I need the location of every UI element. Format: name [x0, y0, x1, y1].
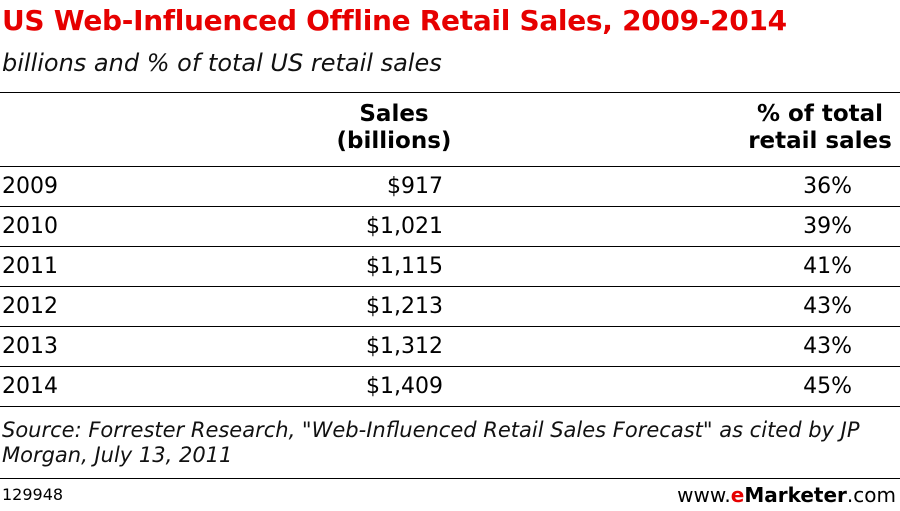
- pct-column-header: % of total retail sales: [740, 101, 900, 155]
- brand-name: Marketer: [744, 483, 847, 507]
- sales-column-header: Sales (billions): [334, 101, 454, 155]
- chart-id: 129948: [2, 485, 64, 504]
- year-cell: 2011: [2, 254, 58, 279]
- row-divider: [0, 366, 900, 367]
- bottom-rule: [0, 478, 900, 479]
- row-divider: [0, 206, 900, 207]
- brand-suffix: .com: [846, 483, 896, 507]
- top-rule: [0, 92, 900, 93]
- sales-header-line2: (billions): [336, 128, 452, 154]
- chart-subtitle: billions and % of total US retail sales: [2, 49, 442, 77]
- sales-cell: $1,312: [366, 334, 443, 359]
- pct-cell: 36%: [803, 174, 852, 199]
- row-divider: [0, 326, 900, 327]
- pct-cell: 43%: [803, 294, 852, 319]
- year-cell: 2014: [2, 374, 58, 399]
- year-cell: 2009: [2, 174, 58, 199]
- pct-header-line2: retail sales: [748, 128, 892, 154]
- sales-cell: $917: [387, 174, 443, 199]
- brand-prefix: www.: [677, 483, 731, 507]
- chart-title: US Web-Influenced Offline Retail Sales, …: [2, 4, 787, 37]
- source-note: Source: Forrester Research, "Web-Influen…: [2, 418, 860, 467]
- sales-header-line1: Sales: [359, 101, 429, 127]
- year-cell: 2010: [2, 214, 58, 239]
- row-divider: [0, 286, 900, 287]
- pct-cell: 45%: [803, 374, 852, 399]
- emarketer-logo: www.eMarketer.com: [677, 483, 896, 507]
- sales-cell: $1,409: [366, 374, 443, 399]
- sales-cell: $1,021: [366, 214, 443, 239]
- year-cell: 2012: [2, 294, 58, 319]
- row-divider: [0, 246, 900, 247]
- sales-cell: $1,115: [366, 254, 443, 279]
- pct-header-line1: % of total: [756, 101, 884, 127]
- pct-cell: 39%: [803, 214, 852, 239]
- row-divider: [0, 166, 900, 167]
- pct-cell: 41%: [803, 254, 852, 279]
- row-divider: [0, 406, 900, 407]
- pct-cell: 43%: [803, 334, 852, 359]
- brand-e: e: [730, 483, 745, 507]
- sales-cell: $1,213: [366, 294, 443, 319]
- year-cell: 2013: [2, 334, 58, 359]
